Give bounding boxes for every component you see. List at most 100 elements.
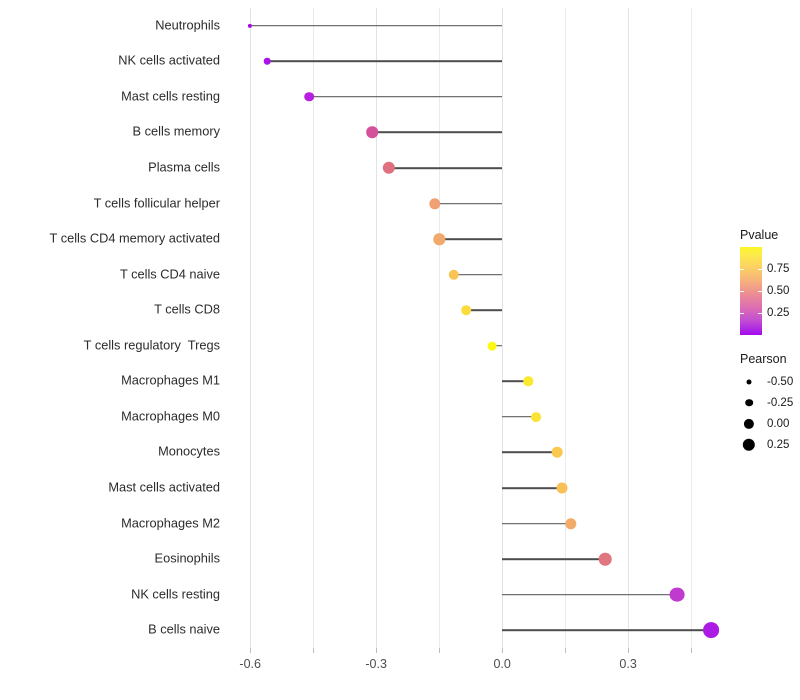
pvalue-colorbar-gradient [740,247,762,335]
y-axis-tick-label: Monocytes [158,444,220,460]
y-axis-tick-label: T cells regulatory Tregs [83,337,220,353]
lollipop-stem [502,416,537,418]
pearson-legend-label: -0.25 [767,396,794,409]
lollipop-stem [434,202,503,205]
lollipop-point[interactable] [429,197,441,210]
lollipop-point[interactable] [556,482,568,494]
lollipop-stem [502,522,571,525]
colorbar-tick-label: 0.25 [767,307,790,319]
gridline-minor [565,8,567,648]
y-axis-tick-label: T cells CD4 naive [119,266,220,282]
lollipop-stem [250,24,503,27]
colorbar-tick-label: 0.50 [767,285,790,297]
lollipop-stem [502,451,558,454]
lollipop-point[interactable] [304,92,314,102]
lollipop-stem [502,629,712,632]
pearson-legend-label: 0.00 [767,417,790,430]
y-axis-tick-label: Mast cells resting [121,88,220,104]
pearson-legend-dot [743,418,755,429]
pearson-legend: Pearson -0.50 -0.25 0.00 0.25 [740,352,793,455]
y-axis-tick-label: Macrophages M2 [121,515,220,531]
pearson-legend-label: 0.25 [767,438,790,451]
y-axis-tick-label: NK cells resting [131,586,220,602]
gridline-minor [691,8,693,648]
pearson-legend-label: -0.50 [767,375,794,388]
lollipop-point[interactable] [248,23,253,28]
pearson-legend-item[interactable]: -0.50 [740,371,793,392]
y-axis-tick-label: Macrophages M1 [121,372,220,388]
pvalue-legend: Pvalue 0.75 0.50 0.25 [740,228,789,335]
colorbar-tick [758,269,762,270]
lollipop-point[interactable] [461,305,471,316]
lollipop-point[interactable] [448,269,460,280]
x-axis-tick-major [502,648,504,653]
pvalue-legend-title: Pvalue [740,228,779,242]
y-axis-tick-label: T cells CD8 [154,301,220,317]
colorbar-tick-label: 0.75 [767,263,790,275]
gridline-major [250,8,252,648]
lollipop-stem [502,487,563,489]
y-axis-tick-label: T cells CD4 memory activated [49,230,220,246]
lollipop-point[interactable] [551,447,563,458]
lollipop-point[interactable] [433,233,445,245]
lollipop-stem [371,131,503,134]
y-axis-tick-label: Eosinophils [154,550,220,566]
lollipop-point[interactable] [669,587,685,603]
lollipop-point[interactable] [565,517,577,530]
colorbar-tick [758,313,762,314]
gridline-minor [313,8,315,648]
y-axis-tick-label: T cells follicular helper [93,195,220,211]
y-axis-labels: Neutrophils NK cells activated Mast cells … [0,8,220,648]
x-axis-tick-minor [691,648,693,653]
x-axis-tick-label: 0.0 [493,657,511,671]
pearson-legend-item[interactable]: 0.00 [740,413,790,434]
lollipop-point[interactable] [382,161,395,175]
plot-panel [225,8,731,648]
pearson-legend-dot [742,438,756,451]
x-axis-tick-label: -0.6 [239,657,261,671]
lollipop-point[interactable] [598,552,612,566]
x-axis-tick-label: 0.3 [619,657,637,671]
lollipop-stem [266,60,503,63]
lollipop-point[interactable] [523,376,533,387]
x-axis-tick-minor [439,648,441,653]
lollipop-point[interactable] [366,126,378,139]
y-axis-tick-label: Mast cells activated [108,479,220,495]
x-axis-tick-label: -0.3 [365,657,387,671]
x-axis-tick-major [376,648,378,653]
pearson-legend-dot [745,398,753,407]
lollipop-point[interactable] [487,341,497,351]
lollipop-stem [453,273,503,276]
gridline-major [628,8,630,648]
pearson-legend-items: -0.50 -0.25 0.00 0.25 [740,371,793,455]
lollipop-point[interactable] [263,58,271,65]
lollipop-stem [492,344,503,347]
lollipop-stem [502,558,606,560]
lollipop-point[interactable] [531,411,542,422]
pearson-legend-item[interactable]: 0.25 [740,434,790,455]
x-axis-tick-minor [565,648,567,653]
lollipop-stem [388,167,503,169]
pearson-legend-item[interactable]: -0.25 [740,392,793,413]
pearson-legend-dot [746,379,752,384]
colorbar-tick [740,313,744,314]
colorbar-tick [740,269,744,270]
x-axis-tick-minor [313,648,315,653]
pvalue-colorbar: 0.75 0.50 0.25 [740,247,789,335]
x-axis-tick-major [628,648,630,653]
y-axis-tick-label: B cells memory [132,124,220,140]
gridline-major [502,8,504,648]
pearson-legend-title: Pearson [740,352,787,366]
y-axis-tick-label: NK cells activated [118,52,220,68]
y-axis-tick-label: Plasma cells [148,159,220,175]
lollipop-stem [466,309,503,312]
lollipop-stem [502,380,529,383]
y-axis-tick-label: Macrophages M0 [121,408,220,424]
gridline-minor [439,8,441,648]
lollipop-stem [308,96,503,98]
lollipop-stem [502,593,678,596]
y-axis-tick-label: Neutrophils [155,17,220,33]
lollipop-point[interactable] [703,622,720,639]
y-axis-tick-label: B cells naive [148,621,220,637]
